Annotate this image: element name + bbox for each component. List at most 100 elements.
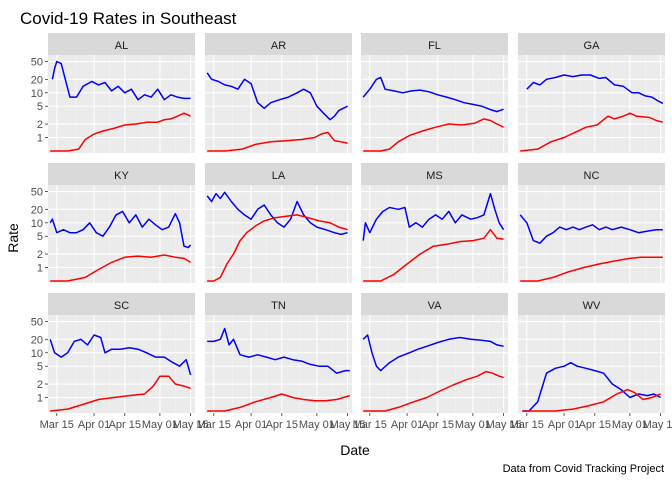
panel-background xyxy=(361,185,508,283)
series-line-blue xyxy=(49,210,192,249)
x-tick-label: May 15 xyxy=(486,419,522,431)
facet-label: NC xyxy=(584,170,600,182)
y-tick-label: 5 xyxy=(37,231,43,243)
panel-background xyxy=(48,315,195,413)
series-line-blue xyxy=(362,334,504,372)
y-axis-title: Rate xyxy=(5,223,21,253)
facet-label: SC xyxy=(114,300,129,312)
y-tick-label: 50 xyxy=(31,57,43,69)
series-line-red xyxy=(50,112,191,152)
facet-label: AR xyxy=(271,40,286,52)
x-tick-label: Apr 01 xyxy=(548,419,580,431)
panel-background xyxy=(361,315,508,413)
facet-strip xyxy=(48,163,195,185)
facet-label: WV xyxy=(583,300,601,312)
y-tick-label: 2 xyxy=(37,249,43,261)
x-tick-label: Apr 15 xyxy=(422,419,454,431)
x-tick-label: May 01 xyxy=(299,419,335,431)
panel-background xyxy=(361,55,508,153)
series-line-red xyxy=(363,118,504,152)
series-line-red xyxy=(520,112,663,152)
series-line-red xyxy=(363,370,504,412)
facet-strip xyxy=(361,163,508,185)
x-tick-label: Apr 01 xyxy=(391,419,423,431)
facet-strip xyxy=(361,293,508,315)
y-tick-label: 2 xyxy=(37,119,43,131)
y-tick-label: 5 xyxy=(37,361,43,373)
x-tick-label: Mar 15 xyxy=(510,419,544,431)
y-tick-label: 20 xyxy=(31,74,43,86)
facet-label: KY xyxy=(114,170,129,182)
x-tick-label: May 01 xyxy=(455,419,491,431)
facet-strip xyxy=(205,293,352,315)
panel-background xyxy=(205,55,352,153)
y-tick-label: 2 xyxy=(37,379,43,391)
y-tick-label: 1 xyxy=(37,262,43,274)
x-tick-label: Apr 15 xyxy=(579,419,611,431)
series-line-blue xyxy=(519,214,663,244)
panel-background xyxy=(205,315,352,413)
x-tick-label: Apr 15 xyxy=(266,419,298,431)
facet-strip xyxy=(205,163,352,185)
y-tick-label: 10 xyxy=(31,218,43,230)
facet-strip xyxy=(518,33,665,55)
x-tick-label: May 01 xyxy=(612,419,648,431)
y-tick-label: 20 xyxy=(31,334,43,346)
x-tick-label: Apr 15 xyxy=(109,419,141,431)
series-line-red xyxy=(363,228,504,282)
x-tick-label: Mar 15 xyxy=(353,419,387,431)
facet-strip xyxy=(48,33,195,55)
y-tick-label: 10 xyxy=(31,348,43,360)
facet-label: FL xyxy=(428,40,441,52)
series-line-blue xyxy=(522,361,661,412)
panel-background xyxy=(518,185,665,283)
y-tick-label: 50 xyxy=(31,317,43,329)
panel-background xyxy=(518,315,665,413)
facet-label: GA xyxy=(584,40,601,52)
y-tick-label: 1 xyxy=(37,132,43,144)
facet-label: LA xyxy=(272,170,286,182)
series-line-red xyxy=(207,393,351,412)
series-line-blue xyxy=(362,192,505,241)
x-tick-label: Apr 01 xyxy=(78,419,110,431)
series-line-red xyxy=(207,131,348,152)
series-line-blue xyxy=(362,76,504,113)
panel-background xyxy=(48,185,195,283)
series-line-red xyxy=(522,388,661,412)
series-line-red xyxy=(207,214,348,282)
y-tick-label: 50 xyxy=(31,187,43,199)
series-line-blue xyxy=(206,191,348,236)
series-line-red xyxy=(520,256,663,282)
x-tick-label: May 01 xyxy=(142,419,178,431)
facet-label: VA xyxy=(428,300,443,312)
series-line-blue xyxy=(206,72,348,121)
series-line-blue xyxy=(51,60,191,101)
chart-caption: Data from Covid Tracking Project xyxy=(503,463,664,475)
y-tick-label: 10 xyxy=(31,88,43,100)
x-tick-label: May 15 xyxy=(643,419,672,431)
y-tick-label: 20 xyxy=(31,204,43,216)
series-line-red xyxy=(50,254,191,282)
series-line-blue xyxy=(49,334,192,376)
panel-background xyxy=(48,55,195,153)
x-tick-label: May 15 xyxy=(173,419,209,431)
facet-strip xyxy=(518,163,665,185)
x-axis-title: Date xyxy=(340,442,370,458)
series-line-blue xyxy=(207,327,350,374)
y-tick-label: 5 xyxy=(37,101,43,113)
facet-label: AL xyxy=(115,40,128,52)
x-tick-label: Mar 15 xyxy=(40,419,74,431)
facet-label: MS xyxy=(426,170,443,182)
chart-title: Covid-19 Rates in Southeast xyxy=(20,9,237,28)
panel-background xyxy=(205,185,352,283)
facet-strip xyxy=(361,33,508,55)
facet-label: TN xyxy=(271,300,286,312)
y-tick-label: 1 xyxy=(37,392,43,404)
x-tick-label: Apr 01 xyxy=(235,419,267,431)
series-line-blue xyxy=(526,74,664,105)
facet-strip xyxy=(48,293,195,315)
x-tick-label: Mar 15 xyxy=(197,419,231,431)
facet-strip xyxy=(518,293,665,315)
